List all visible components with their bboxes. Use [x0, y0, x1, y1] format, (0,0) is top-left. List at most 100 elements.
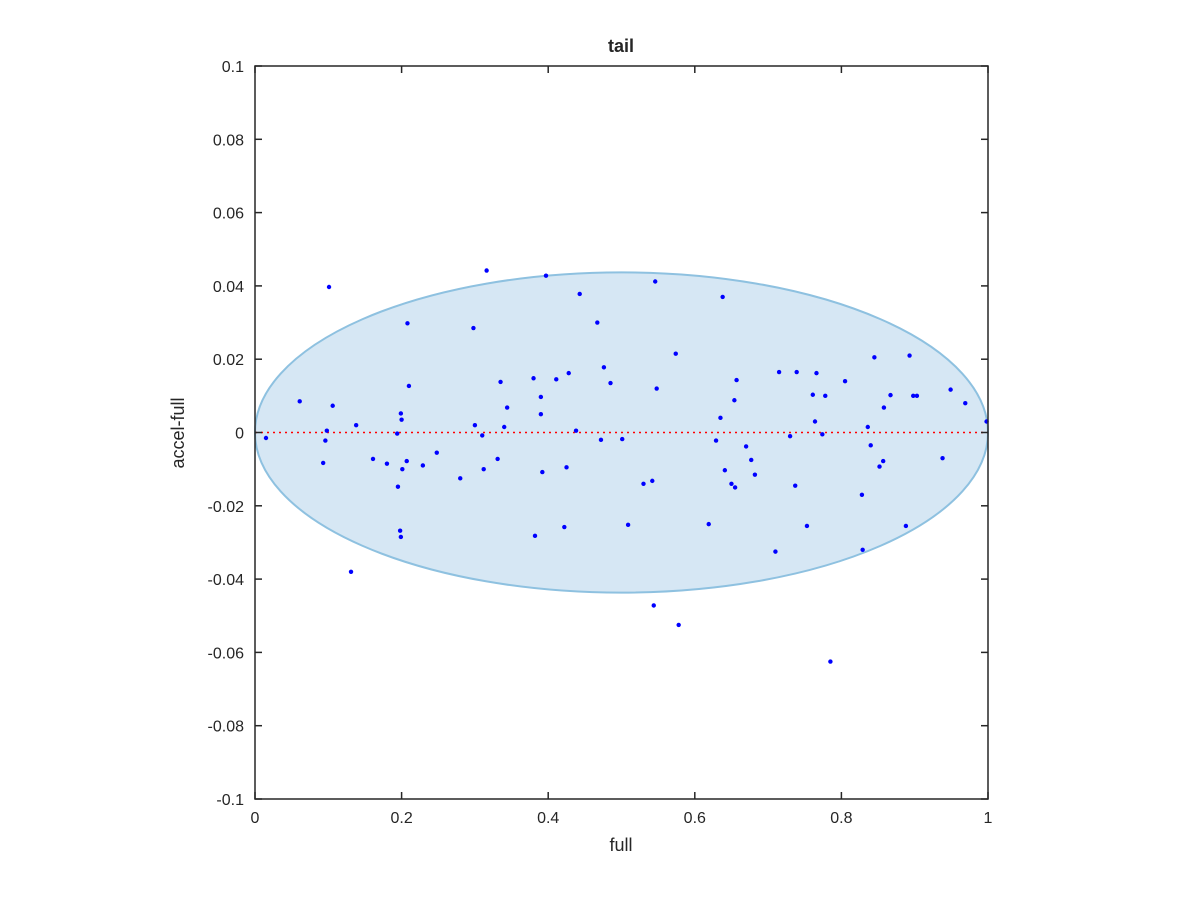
y-tick-label: 0.08 — [213, 132, 244, 149]
data-point — [480, 433, 485, 438]
data-point — [720, 294, 725, 300]
data-point — [263, 435, 269, 441]
data-point — [531, 376, 536, 381]
data-point — [348, 569, 354, 574]
data-point — [458, 476, 463, 481]
y-tick-label: 0.04 — [213, 279, 244, 296]
x-tick-label: 0.2 — [390, 810, 412, 827]
data-point — [729, 481, 734, 487]
data-point — [297, 399, 302, 404]
data-point — [324, 428, 330, 433]
chart-title: tail — [608, 36, 634, 56]
data-point — [713, 438, 719, 443]
y-tick-label: 0.02 — [213, 352, 244, 369]
data-point — [471, 325, 476, 331]
data-point — [502, 424, 507, 430]
data-point — [472, 422, 478, 428]
data-point — [651, 603, 656, 608]
data-point — [608, 380, 613, 386]
data-point — [673, 351, 678, 356]
data-point — [481, 466, 486, 472]
data-point — [888, 392, 893, 398]
data-point — [398, 534, 404, 540]
data-point — [601, 365, 607, 370]
y-axis-ticks: 0.1 0.08 0.06 0.04 0.02 0 -0.02 -0.04 -0.06 -0.08… — [208, 59, 988, 809]
data-point — [595, 320, 600, 325]
data-point — [743, 444, 749, 449]
data-point — [812, 419, 818, 424]
data-point — [540, 469, 545, 475]
data-point — [554, 377, 559, 382]
data-point — [820, 432, 825, 437]
data-point — [434, 450, 439, 455]
data-point — [823, 393, 828, 399]
data-point — [842, 378, 848, 384]
data-point — [749, 457, 754, 463]
data-point — [810, 392, 816, 397]
data-point — [384, 461, 390, 466]
data-point — [865, 424, 870, 430]
data-point — [877, 464, 882, 469]
data-point — [538, 394, 544, 400]
data-point — [326, 284, 332, 290]
y-tick-label: -0.1 — [216, 792, 244, 809]
data-point — [794, 369, 799, 375]
data-point — [752, 472, 758, 477]
data-point — [804, 523, 810, 529]
data-point — [653, 279, 658, 284]
data-point — [370, 456, 376, 462]
data-point — [880, 458, 886, 464]
data-point — [654, 386, 659, 391]
data-point — [330, 403, 335, 408]
data-point — [722, 468, 728, 473]
data-point — [504, 405, 510, 410]
data-point — [543, 273, 549, 278]
data-point — [400, 466, 405, 472]
data-point — [538, 411, 544, 417]
x-tick-label: 0.4 — [537, 810, 559, 827]
y-tick-label: -0.06 — [208, 645, 245, 662]
data-point — [484, 268, 489, 273]
x-tick-label: 0.8 — [830, 810, 852, 827]
data-point — [395, 431, 400, 436]
data-point — [911, 393, 916, 399]
data-point — [734, 377, 739, 383]
data-point — [868, 443, 873, 448]
data-point — [320, 460, 326, 466]
y-tick-label: -0.04 — [208, 572, 245, 589]
data-point — [498, 379, 503, 385]
x-axis-label: full — [609, 835, 632, 855]
data-point — [395, 484, 401, 489]
data-point — [676, 622, 681, 628]
y-axis-label: accel-full — [168, 397, 188, 468]
data-point — [860, 547, 865, 552]
data-point — [814, 370, 819, 376]
data-point — [406, 383, 412, 389]
data-point — [495, 456, 500, 462]
data-point — [564, 465, 569, 470]
data-point — [914, 393, 920, 399]
data-point — [620, 436, 625, 442]
data-point — [718, 415, 723, 421]
data-point — [859, 492, 865, 498]
data-point — [323, 438, 328, 443]
data-point — [625, 522, 631, 528]
data-point — [577, 291, 582, 297]
data-point — [405, 321, 410, 326]
data-point — [404, 458, 409, 464]
data-point — [776, 369, 782, 375]
y-tick-label: 0.06 — [213, 206, 244, 223]
x-axis-ticks: 0 0.2 0.4 0.6 0.8 1 — [251, 66, 993, 827]
y-tick-label: 0.1 — [222, 59, 244, 76]
data-point — [397, 528, 403, 533]
y-tick-label: 0 — [235, 426, 244, 443]
data-point — [940, 455, 945, 461]
data-point — [353, 422, 359, 428]
data-point — [399, 417, 404, 422]
data-point — [948, 387, 953, 392]
x-tick-label: 0.6 — [684, 810, 706, 827]
data-point — [881, 405, 887, 410]
data-point — [773, 549, 778, 554]
data-point — [650, 478, 655, 484]
